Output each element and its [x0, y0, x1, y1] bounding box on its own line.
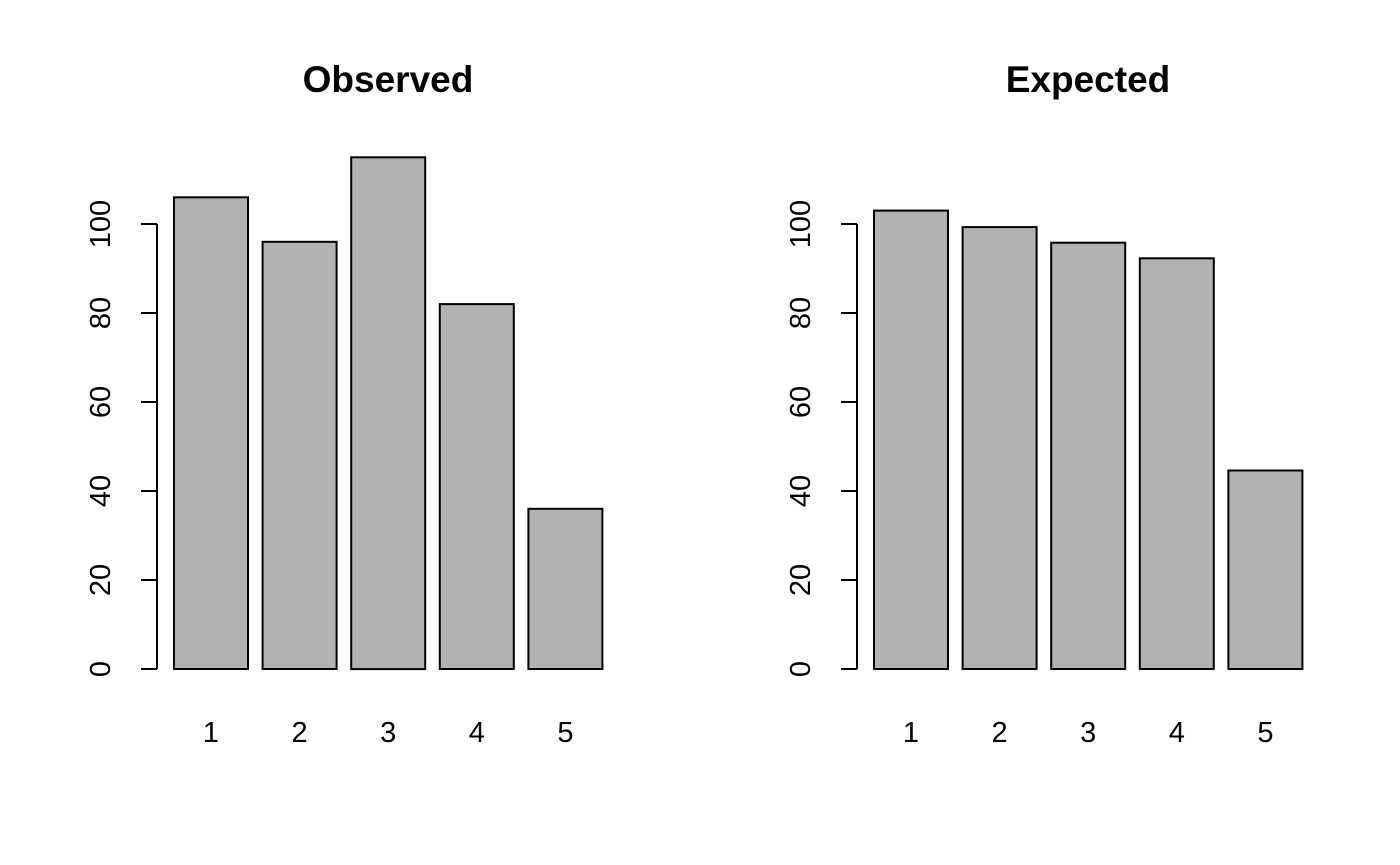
observed-x-tick-label-4: 4	[469, 717, 485, 749]
expected-plot: 1 2 3 4 5 0 20 40 60 80 100	[785, 200, 1304, 749]
observed-bar-2	[261, 240, 338, 671]
expected-y-tick-label-20: 20	[785, 564, 817, 596]
expected-x-tick-label-1: 1	[903, 717, 919, 749]
expected-bar-4	[1138, 257, 1215, 670]
observed-panel-title: Observed	[303, 59, 474, 100]
expected-y-tick-label-60: 60	[785, 386, 817, 418]
expected-x-tick-label-4: 4	[1169, 717, 1185, 749]
expected-y-tick-label-40: 40	[785, 475, 817, 507]
expected-bar-3	[1050, 241, 1127, 670]
observed-bar-1	[173, 196, 249, 671]
observed-y-tick-label-20: 20	[85, 564, 117, 596]
observed-x-tick-label-5: 5	[557, 717, 573, 749]
expected-x-tick-label-3: 3	[1080, 717, 1096, 749]
expected-panel: Expected 1 2 3 4 5 0 20 40 60 80 100	[785, 59, 1304, 749]
observed-bar-4	[438, 303, 515, 670]
observed-bar-5	[527, 507, 604, 670]
expected-bar-1	[873, 209, 949, 670]
observed-x-tick-label-3: 3	[380, 717, 396, 749]
observed-y-tick-label-100: 100	[85, 200, 117, 248]
expected-bar-2	[961, 226, 1038, 670]
expected-x-tick-label-5: 5	[1257, 717, 1273, 749]
expected-y-tick-label-0: 0	[785, 661, 817, 677]
observed-y-tick-label-80: 80	[85, 297, 117, 329]
observed-bar-3	[350, 156, 427, 671]
expected-y-tick-label-100: 100	[785, 200, 817, 248]
expected-x-tick-label-2: 2	[992, 717, 1008, 749]
expected-bar-5	[1227, 469, 1304, 670]
observed-x-tick-label-1: 1	[203, 717, 219, 749]
observed-y-tick-label-60: 60	[85, 386, 117, 418]
observed-panel: Observed 1 2 3 4 5 0 20 40 60 80 100	[85, 59, 604, 749]
observed-y-tick-label-40: 40	[85, 475, 117, 507]
expected-panel-title: Expected	[1006, 59, 1171, 100]
observed-x-tick-label-2: 2	[292, 717, 308, 749]
expected-y-tick-label-80: 80	[785, 297, 817, 329]
observed-plot: 1 2 3 4 5 0 20 40 60 80 100	[85, 156, 604, 749]
observed-y-tick-label-0: 0	[85, 661, 117, 677]
